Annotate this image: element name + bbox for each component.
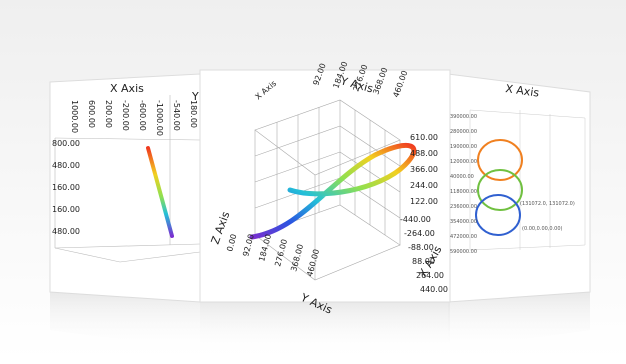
- axis-title: X Axis: [110, 82, 144, 95]
- tick-label: 600.00: [87, 100, 96, 128]
- right-panel[interactable]: X Axis (131072.0, 131072.0) (0.00,0.00,0…: [447, 73, 591, 303]
- tick-label: -264.00: [404, 229, 435, 238]
- wireframe: [54, 95, 201, 263]
- axis-title: Y: [191, 90, 199, 103]
- tick-label: -540.00: [172, 100, 181, 131]
- tick-label: 440.00: [420, 285, 448, 294]
- tick-label: -1000.00: [155, 100, 164, 136]
- tick-label: -600.00: [138, 100, 147, 131]
- reflection: [200, 302, 450, 352]
- curve: [475, 194, 521, 236]
- tick-label: 0.00: [225, 233, 238, 253]
- tick-label: 800.00: [52, 139, 80, 148]
- curve: [477, 139, 523, 181]
- tick-label: 280000.00: [450, 129, 477, 135]
- center-panel[interactable]: Y Axis X Axis Z Axis Y Axis X Axis: [199, 69, 451, 317]
- reflection: [448, 292, 590, 350]
- tick-label: 118000.00: [450, 189, 477, 195]
- tick-label: 590000.00: [450, 249, 477, 255]
- tick-label: 160.00: [52, 205, 80, 214]
- tick-label: 480.00: [52, 227, 80, 236]
- curve: [146, 146, 174, 238]
- axis-title: X Axis: [505, 82, 541, 100]
- tick-label: 190000.00: [450, 144, 477, 150]
- annotation: (131072.0, 131072.0): [520, 201, 575, 207]
- tick-label: 472000.00: [450, 234, 477, 240]
- tick-label: 488.00: [410, 149, 438, 158]
- tick-label: 88.00: [412, 257, 435, 266]
- tick-label: 480.00: [52, 161, 80, 170]
- panel: [447, 73, 591, 303]
- tick-label: 1000.00: [70, 100, 79, 133]
- tick-label: 264.00: [416, 271, 444, 280]
- tick-label: -88.00: [408, 243, 434, 252]
- tick-label: -440.00: [400, 215, 431, 224]
- tick-label: 122.00: [410, 197, 438, 206]
- left-panel[interactable]: X Axis Y: [49, 73, 201, 303]
- tick-label: 236000.00: [450, 204, 477, 210]
- tick-label: 610.00: [410, 133, 438, 142]
- tick-label: 366.00: [410, 165, 438, 174]
- panel: [199, 69, 451, 303]
- annotation: (0.00,0.00,0.00): [522, 226, 563, 232]
- tick-label: 160.00: [52, 183, 80, 192]
- tick-label: 180.00: [189, 100, 198, 128]
- tick-label: 354000.00: [450, 219, 477, 225]
- tick-label: -200.00: [121, 100, 130, 131]
- curve: [477, 169, 523, 211]
- tick-label: 200.00: [104, 100, 113, 128]
- curve: [249, 142, 417, 240]
- tick-label: 120000.00: [450, 159, 477, 165]
- tick-label: 390000.00: [450, 114, 477, 120]
- wireframe: [254, 99, 401, 281]
- tick-label: 244.00: [410, 181, 438, 190]
- reflection: [50, 292, 200, 350]
- tick-label: 40000.00: [450, 174, 474, 180]
